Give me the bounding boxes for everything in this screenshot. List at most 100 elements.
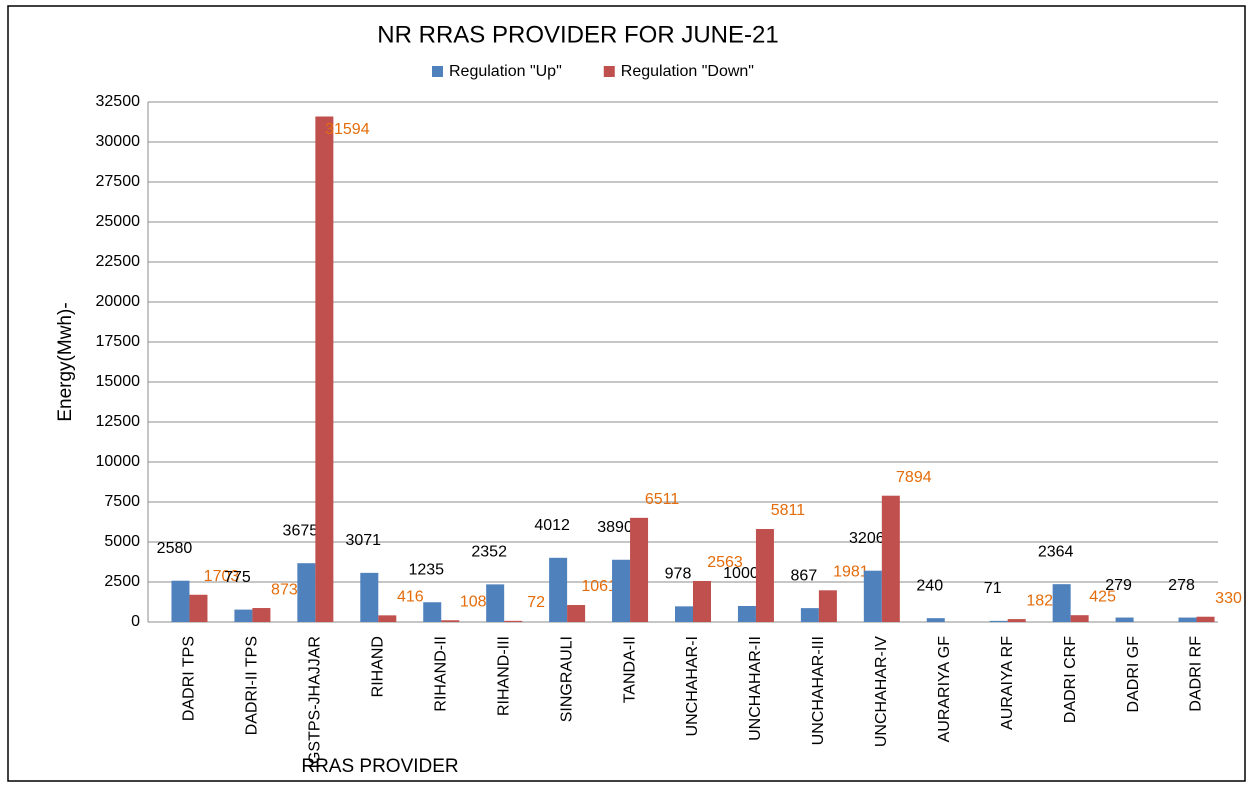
- y-tick-label: 30000: [96, 133, 141, 150]
- data-label: 3890: [597, 519, 633, 536]
- data-label: 108: [460, 593, 487, 610]
- bar: [1007, 619, 1026, 622]
- x-tick-label: TANDA-II: [621, 636, 638, 703]
- data-label: 6511: [645, 491, 680, 508]
- bar: [567, 605, 586, 622]
- bar: [315, 116, 334, 622]
- data-label: 3675: [283, 522, 319, 539]
- data-label: 72: [527, 594, 545, 611]
- data-label: 182: [1026, 592, 1053, 609]
- data-label: 1235: [408, 561, 444, 578]
- legend-swatch: [432, 66, 443, 77]
- bar: [1115, 617, 1134, 622]
- data-label: 240: [916, 577, 943, 594]
- y-tick-label: 17500: [96, 333, 141, 350]
- data-label: 31594: [325, 121, 370, 138]
- bar: [926, 618, 945, 622]
- data-label: 2563: [707, 554, 743, 571]
- bar: [486, 584, 505, 622]
- y-axis-title: Energy(Mwh)-: [55, 302, 76, 421]
- bar: [378, 615, 397, 622]
- bar: [423, 602, 442, 622]
- x-tick-label: UNCHAHAR-III: [810, 636, 827, 745]
- y-tick-label: 10000: [96, 453, 141, 470]
- x-tick-label: IGSTPS-JHAJJAR: [307, 636, 324, 768]
- legend-label: Regulation "Down": [621, 63, 754, 80]
- data-label: 5811: [771, 502, 806, 519]
- x-tick-label: AURAIYA RF: [999, 636, 1016, 730]
- bar: [1052, 584, 1071, 622]
- y-tick-label: 0: [131, 613, 140, 630]
- data-label: 71: [984, 580, 1002, 597]
- y-tick-label: 27500: [96, 173, 141, 190]
- bar: [504, 620, 523, 622]
- bar: [863, 570, 882, 622]
- bar: [612, 559, 631, 622]
- x-tick-label: DADRI RF: [1188, 636, 1205, 712]
- bar: [234, 609, 253, 622]
- bar: [549, 557, 568, 622]
- data-label: 873: [271, 581, 298, 598]
- y-tick-label: 7500: [104, 493, 140, 510]
- bar: [1196, 616, 1215, 622]
- x-tick-label: DADRI TPS: [181, 636, 198, 721]
- data-label: 3206: [849, 530, 885, 547]
- data-label: 1703: [204, 568, 240, 585]
- data-label: 1981: [833, 564, 869, 581]
- bar: [675, 606, 693, 622]
- data-label: 2352: [471, 544, 507, 561]
- x-tick-label: RIHAND-III: [495, 636, 512, 716]
- bar: [441, 620, 460, 622]
- bar: [630, 517, 649, 622]
- bar: [989, 620, 1008, 622]
- x-tick-label: DADRI CRF: [1062, 636, 1079, 723]
- legend-swatch: [603, 66, 615, 77]
- data-label: 867: [791, 567, 818, 584]
- bar: [360, 572, 379, 622]
- data-label: 425: [1089, 588, 1116, 605]
- data-label: 4012: [534, 517, 570, 534]
- x-tick-label: DADRI-II TPS: [244, 636, 261, 735]
- data-label: 978: [665, 566, 692, 583]
- data-label: 330: [1215, 590, 1242, 607]
- x-tick-label: UNCHAHAR-I: [684, 636, 701, 736]
- bar: [171, 580, 190, 622]
- y-tick-label: 22500: [96, 253, 141, 270]
- chart-title: NR RRAS PROVIDER FOR JUNE-21: [377, 21, 778, 48]
- y-tick-label: 15000: [96, 373, 141, 390]
- y-tick-label: 2500: [104, 573, 140, 590]
- x-tick-label: RIHAND-II: [432, 636, 449, 712]
- legend-label: Regulation "Up": [449, 63, 562, 80]
- data-label: 7894: [896, 469, 932, 486]
- data-label: 279: [1105, 577, 1132, 594]
- x-tick-label: AURARIYA GF: [936, 636, 953, 743]
- bar: [252, 608, 271, 622]
- data-label: 2580: [157, 540, 193, 557]
- bar: [1070, 615, 1089, 622]
- bar: [693, 580, 711, 622]
- bar: [800, 608, 819, 622]
- data-label: 3071: [345, 532, 381, 549]
- data-label: 278: [1168, 577, 1195, 594]
- y-tick-label: 32500: [96, 93, 141, 110]
- bar: [1178, 617, 1197, 622]
- x-tick-label: DADRI GF: [1125, 636, 1142, 713]
- bar: [737, 606, 756, 622]
- bar: [818, 590, 837, 622]
- x-axis-title: RRAS PROVIDER: [301, 756, 458, 777]
- y-tick-label: 20000: [96, 293, 141, 310]
- x-tick-label: UNCHAHAR-IV: [873, 636, 890, 747]
- y-tick-label: 5000: [104, 533, 140, 550]
- bar: [881, 495, 900, 622]
- bar: [297, 563, 316, 622]
- data-label: 775: [224, 569, 251, 586]
- chart-border: [7, 5, 1246, 782]
- x-tick-label: UNCHAHAR-II: [747, 636, 764, 741]
- data-label: 2364: [1038, 543, 1074, 560]
- data-label: 1000: [723, 565, 759, 582]
- y-tick-label: 12500: [96, 413, 141, 430]
- bar: [755, 529, 774, 622]
- x-tick-label: SINGRAULI: [558, 636, 575, 722]
- data-label: 416: [397, 589, 424, 606]
